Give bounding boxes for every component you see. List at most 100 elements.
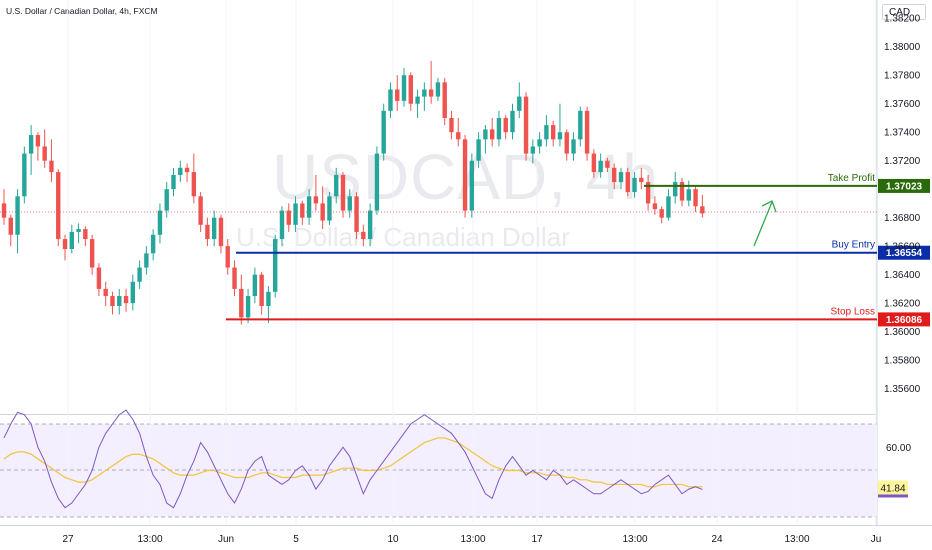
candle-body [96,267,102,289]
rsi-ma-line [3,437,703,488]
candle-body [673,182,678,197]
time-tick-label: Ju [871,534,882,545]
candle-body [618,172,624,183]
candle-body [320,203,325,221]
candle-body [530,146,536,154]
price-tick-label: 1.36200 [884,299,921,310]
time-tick-label: 13:00 [622,534,647,545]
candle-body [334,174,339,197]
candle-body [300,203,305,218]
candle-body [550,125,556,140]
candle-body [273,239,278,292]
candle-body [103,288,108,297]
rsi-band [0,424,877,517]
time-tick-label: 5 [293,534,299,545]
trade-levels: Take Profit 1.37023 Buy Entry 1.36554 Stop L… [0,173,930,327]
candle-body [83,229,88,240]
price-tick-label: 1.36400 [884,270,921,281]
candle-body [293,203,298,225]
candle-body [415,96,420,104]
candle-body [476,139,481,161]
candle-body [28,135,34,154]
candle-body [442,82,447,118]
candle-body [584,110,590,154]
candle-body [117,296,122,307]
level-badge [878,178,930,193]
candle-body [259,274,264,307]
price-tick-label: 1.37600 [884,99,921,110]
candle-body [537,139,542,147]
rsi-value-badge [878,480,908,495]
time-tick-label: Jun [218,534,234,545]
candle-body [679,182,685,201]
candle-body [49,160,54,173]
candle-body [164,189,169,211]
level-label: Buy Entry [832,240,875,251]
candle-body [35,135,41,147]
candle-body [56,172,61,240]
level-badge [878,312,930,327]
time-tick-label: 17 [531,534,543,545]
candle-body [489,129,495,140]
candle-body [557,132,563,140]
price-tick-label: 1.35600 [884,384,921,395]
candle-body [659,209,664,218]
price-tick-label: 1.36600 [884,242,921,253]
candle-body [625,172,630,193]
level-value: 1.37023 [886,181,923,192]
candle-body [652,203,658,210]
candle-body [469,160,475,211]
candle-body [205,224,210,240]
candle-body [89,239,95,268]
candle-body [401,75,407,101]
candle-body [571,139,576,154]
level-label: Take Profit [828,173,875,184]
currency-selector[interactable]: CAD [882,4,926,20]
candle-body [8,217,13,235]
candle-body [225,246,230,268]
candle-body [605,160,610,168]
candle-body [598,160,603,173]
candle-body [76,229,81,232]
price-axis-ticks: 1.38200 1.38000 1.37800 1.37600 1.37400 1.372… [884,14,921,395]
candles [1,60,705,325]
candle-body [239,288,244,318]
rsi-pane: 60.00 41.84 [3,409,911,509]
price-tick-label: 1.36800 [884,213,921,224]
candle-body [632,177,637,193]
candle-body [483,129,488,140]
candle-body [130,281,136,304]
projection-arrow-icon [753,200,777,247]
candle-body [578,110,583,140]
candle-body [62,239,68,250]
candle-body [245,296,251,318]
level-label: Stop Loss [831,306,875,317]
price-tick-label: 1.38000 [884,42,921,53]
time-tick-label: 10 [387,534,399,545]
candle-body [564,132,569,154]
time-tick-label: 13:00 [460,534,485,545]
candle-body [340,174,346,211]
candle-body [367,210,373,240]
price-tick-label: 1.37400 [884,128,921,139]
price-tick-label: 1.36000 [884,327,921,338]
candle-body [184,167,190,173]
candle-body [1,203,7,218]
candle-body [211,217,217,240]
rsi-ma-marker [878,494,908,498]
candle-body [523,96,529,154]
rsi-line [3,409,703,509]
candle-body [354,196,359,232]
candle-body [313,196,319,204]
candle-body [347,196,352,211]
candle-body [361,231,366,240]
time-tick-label: 27 [62,534,74,545]
watermark-name: U.S. Dollar / Canadian Dollar [236,222,570,252]
rsi-value: 41.84 [880,483,905,494]
candle-body [198,196,203,225]
candle-body [449,117,454,133]
candle-body [544,125,549,140]
candle-body [435,82,441,97]
